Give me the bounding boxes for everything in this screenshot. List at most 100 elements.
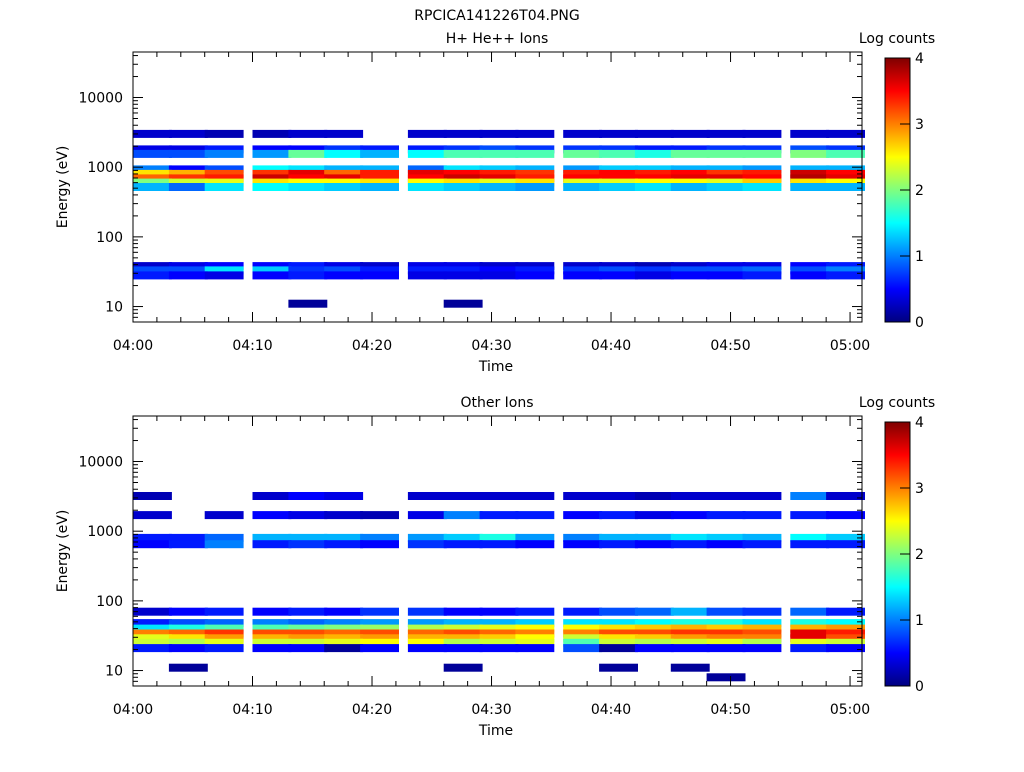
- colorbar-tick-label: 4: [915, 415, 924, 431]
- x-tick-label: 04:30: [471, 338, 511, 354]
- heatmap-cell: [706, 629, 746, 638]
- heatmap-cell: [826, 492, 865, 500]
- heatmap-cell: [790, 129, 830, 138]
- heatmap-cell: [407, 644, 447, 653]
- heatmap-cell: [670, 145, 710, 154]
- heatmap-cell: [252, 629, 292, 638]
- heatmap-cell: [204, 129, 244, 138]
- heatmap-cell: [742, 266, 782, 275]
- heatmap-cell: [360, 607, 399, 616]
- heatmap-cell: [790, 638, 830, 647]
- x-tick-label: 05:00: [830, 338, 870, 354]
- y-tick-label: 10000: [78, 455, 123, 471]
- heatmap-cell: [634, 644, 674, 653]
- heatmap-cell: [790, 169, 830, 178]
- heatmap-cell: [670, 492, 710, 500]
- heatmap-cell: [742, 178, 782, 187]
- heatmap-cell: [670, 624, 710, 633]
- heatmap-cell: [479, 629, 519, 638]
- heatmap-cell: [443, 607, 483, 616]
- heatmap-cell: [563, 266, 603, 275]
- heatmap-cell: [826, 169, 865, 178]
- heatmap-cell: [324, 149, 364, 158]
- heatmap-cell: [515, 145, 555, 154]
- heatmap-cell: [742, 165, 782, 174]
- heatmap-cell: [634, 607, 674, 616]
- heatmap-cell: [168, 663, 208, 672]
- heatmap-cell: [515, 271, 555, 280]
- heatmap-cell: [443, 629, 483, 638]
- heatmap-cell: [826, 149, 865, 158]
- heatmap-cell: [252, 149, 292, 158]
- heatmap-cell: [670, 149, 710, 158]
- heatmap-cell: [168, 145, 208, 154]
- heatmap-cell: [706, 183, 746, 191]
- heatmap-cell: [670, 266, 710, 275]
- heatmap-cell: [443, 149, 483, 158]
- heatmap-cell: [515, 511, 555, 520]
- heatmap-cell: [360, 262, 399, 271]
- heatmap-cell: [443, 169, 483, 178]
- heatmap-cell: [443, 492, 483, 500]
- heatmap-cell: [515, 607, 555, 616]
- heatmap-cell: [324, 492, 364, 500]
- heatmap-cell: [360, 533, 399, 542]
- heatmap-cell: [826, 165, 865, 174]
- colorbar-label: Log counts: [859, 395, 935, 411]
- heatmap-cell: [826, 511, 865, 520]
- heatmap-cell: [288, 262, 328, 271]
- heatmap-cell: [407, 129, 447, 138]
- heatmap-cell: [407, 607, 447, 616]
- heatmap-cell: [479, 619, 519, 628]
- heatmap-cell: [360, 174, 399, 183]
- heatmap-cell: [742, 129, 782, 138]
- heatmap-cell: [790, 511, 830, 520]
- heatmap-cell: [168, 266, 208, 275]
- heatmap-cell: [599, 174, 638, 183]
- heatmap-cell: [360, 624, 399, 633]
- heatmap-cell: [706, 145, 746, 154]
- heatmap-cell: [742, 644, 782, 653]
- heatmap-cell: [133, 129, 172, 138]
- heatmap-cell: [324, 169, 364, 178]
- colorbar-tick-label: 2: [915, 547, 924, 563]
- heatmap-cell: [288, 183, 328, 191]
- heatmap-cell: [204, 266, 244, 275]
- heatmap-cell: [790, 629, 830, 638]
- heatmap-cell: [479, 624, 519, 633]
- heatmap-cell: [563, 540, 603, 549]
- heatmap-cell: [168, 624, 208, 633]
- heatmap-cell: [360, 178, 399, 187]
- heatmap-cell: [742, 511, 782, 520]
- heatmap-cell: [634, 169, 674, 178]
- heatmap-cell: [599, 178, 638, 187]
- heatmap-cell: [599, 271, 638, 280]
- heatmap-cell: [324, 619, 364, 628]
- heatmap-cell: [790, 174, 830, 183]
- x-axis-label: Time: [478, 359, 513, 375]
- heatmap-cell: [252, 129, 292, 138]
- colorbar-label: Log counts: [859, 31, 935, 47]
- x-tick-label: 04:10: [232, 338, 272, 354]
- heatmap-cell: [443, 634, 483, 643]
- heatmap-cell: [360, 634, 399, 643]
- heatmap-cell: [826, 183, 865, 191]
- x-tick-label: 04:20: [352, 702, 392, 718]
- heatmap-cell: [133, 262, 172, 271]
- heatmap-cell: [324, 644, 364, 653]
- heatmap-cell: [133, 638, 172, 647]
- heatmap-cell: [563, 629, 603, 638]
- heatmap-cell: [288, 629, 328, 638]
- heatmap-cell: [670, 619, 710, 628]
- heatmap-cell: [443, 178, 483, 187]
- heatmap-cell: [706, 165, 746, 174]
- heatmap-cell: [252, 634, 292, 643]
- heatmap-cell: [634, 624, 674, 633]
- heatmap-cell: [443, 183, 483, 191]
- heatmap-cell: [168, 607, 208, 616]
- heatmap-cell: [168, 629, 208, 638]
- heatmap-cell: [288, 624, 328, 633]
- heatmap-cell: [252, 262, 292, 271]
- heatmap-cell: [826, 619, 865, 628]
